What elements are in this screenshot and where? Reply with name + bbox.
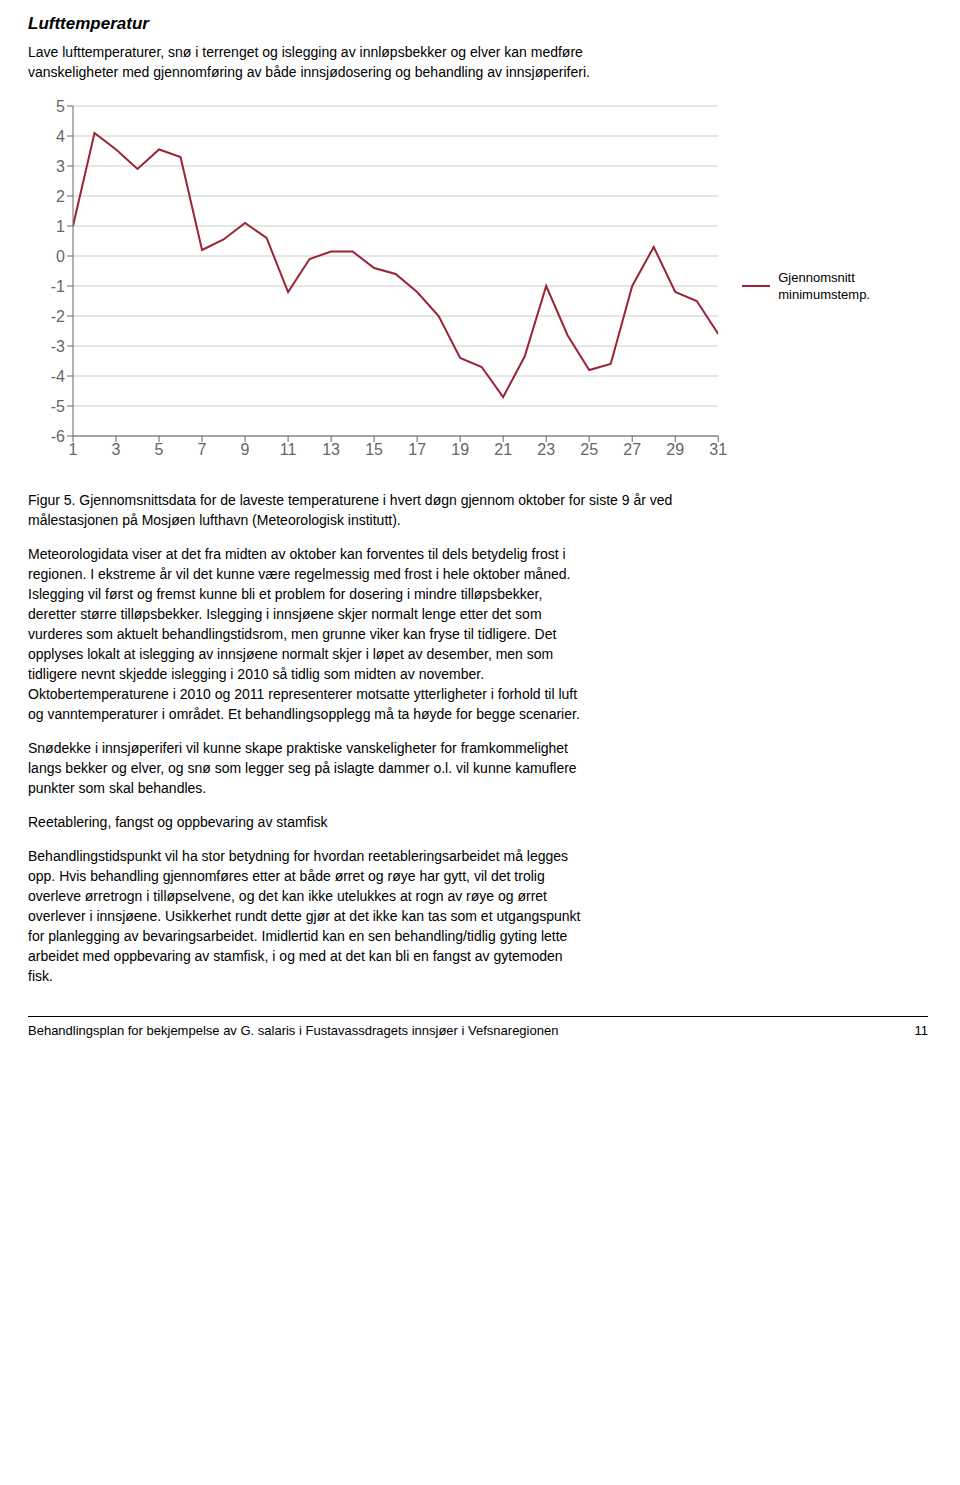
svg-text:5: 5 [56,98,65,115]
svg-text:11: 11 [280,441,297,458]
svg-text:5: 5 [155,441,164,458]
svg-text:-4: -4 [51,368,65,385]
svg-text:-3: -3 [51,338,65,355]
html-text:Gjennomsnitt minimumstemp.: Gjennomsnitt minimumstemp. [778,270,870,302]
svg-text:13: 13 [322,441,340,458]
svg-text:0: 0 [56,248,65,265]
svg-text:7: 7 [198,441,207,458]
svg-text:4: 4 [56,128,65,145]
svg-text:1: 1 [69,441,78,458]
html-text:Reetablering, fangst og oppbev: Reetablering, fangst og oppbevaring av s… [28,814,328,830]
svg-text:2: 2 [56,188,65,205]
svg-text:-6: -6 [51,428,65,445]
html-text:Behandlingsplan for bekjempels: Behandlingsplan for bekjempelse av G. sa… [28,1023,559,1038]
svg-text:1: 1 [56,218,65,235]
html-text:Snødekke i innsjøperiferi vil: Snødekke i innsjøperiferi vil kunne skap… [28,740,577,796]
svg-text:15: 15 [365,441,383,458]
svg-text:31: 31 [709,441,727,458]
svg-text:3: 3 [56,158,65,175]
html-text:Behandlingstidspunkt vil ha st: Behandlingstidspunkt vil ha stor betydni… [28,848,581,984]
html-text:Meteorologidata viser at det f: Meteorologidata viser at det fra midten … [28,546,580,722]
svg-text:9: 9 [241,441,250,458]
svg-text:-1: -1 [51,278,65,295]
svg-text:17: 17 [408,441,426,458]
svg-text:-2: -2 [51,308,65,325]
svg-text:21: 21 [494,441,512,458]
svg-text:3: 3 [112,441,121,458]
svg-text:25: 25 [580,441,598,458]
svg-text:-5: -5 [51,398,65,415]
svg-text:27: 27 [623,441,641,458]
html-text:Lufttemperatur: Lufttemperatur [28,14,149,33]
html-text:11: 11 [914,1023,928,1038]
svg-text:29: 29 [666,441,684,458]
html-text:Lave lufttemperaturer, snø i t: Lave lufttemperaturer, snø i terrenget o… [28,44,590,80]
svg-text:19: 19 [451,441,469,458]
svg-text:23: 23 [537,441,555,458]
html-text:Figur 5. Gjennomsnittsdata for: Figur 5. Gjennomsnittsdata for de lavest… [28,492,673,528]
